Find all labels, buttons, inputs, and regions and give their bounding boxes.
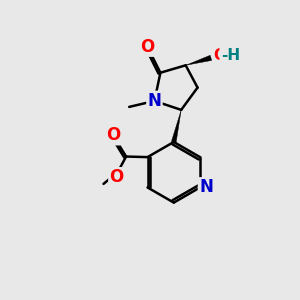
Polygon shape: [186, 55, 212, 65]
Text: O: O: [106, 126, 120, 144]
Text: N: N: [199, 178, 213, 196]
Text: O: O: [110, 168, 124, 186]
Text: O: O: [140, 38, 155, 56]
Polygon shape: [172, 110, 181, 142]
Text: N: N: [148, 92, 161, 110]
Text: O: O: [213, 48, 226, 63]
Text: -H: -H: [221, 48, 240, 63]
